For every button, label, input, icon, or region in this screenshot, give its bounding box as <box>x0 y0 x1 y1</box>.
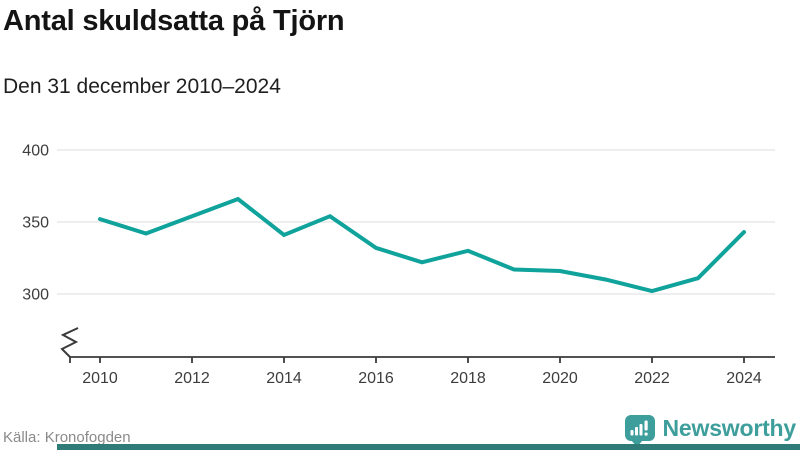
chart-subtitle: Den 31 december 2010–2024 <box>3 75 281 98</box>
x-tick-label: 2024 <box>726 370 762 387</box>
x-tick-label: 2010 <box>82 370 118 387</box>
source-label: Källa: Kronofogden <box>3 429 131 446</box>
x-tick-label: 2012 <box>174 370 210 387</box>
axis-break-icon <box>60 327 79 358</box>
page-title: Antal skuldsatta på Tjörn <box>3 5 345 37</box>
line-chart: 300 350 400 2010 2012 2014 2016 2018 2020 2022 202… <box>22 143 775 387</box>
bottom-accent-bar <box>57 444 800 450</box>
newsworthy-logo: Newsworthy <box>624 414 796 447</box>
x-tick-label: 2018 <box>450 370 486 387</box>
x-tick-label: 2014 <box>266 370 302 387</box>
y-tick-label: 350 <box>22 215 49 232</box>
y-tick-label: 300 <box>22 287 49 304</box>
newsworthy-wordmark: Newsworthy <box>662 414 797 441</box>
newsworthy-logo-icon <box>624 415 655 447</box>
x-tick-label: 2020 <box>542 370 578 387</box>
y-tick-label: 400 <box>22 143 49 160</box>
x-tick-label: 2022 <box>634 370 670 387</box>
x-tick-label: 2016 <box>358 370 394 387</box>
data-line <box>98 196 746 294</box>
